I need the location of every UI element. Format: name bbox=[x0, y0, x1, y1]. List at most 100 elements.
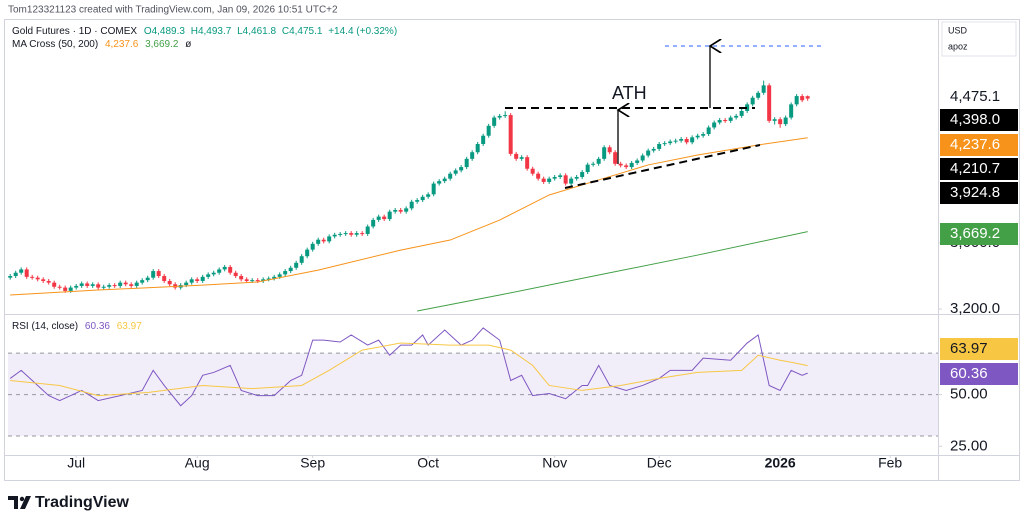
candle-body bbox=[728, 117, 733, 121]
candle-body bbox=[272, 276, 277, 279]
candle-body bbox=[228, 266, 233, 273]
level-tag: 3,924.8 bbox=[950, 184, 1000, 201]
candle-body bbox=[756, 92, 761, 98]
candle-body bbox=[74, 285, 79, 288]
rsi-value: 60.36 bbox=[85, 321, 110, 332]
symbol-title: Gold Futures · 1D · COMEX bbox=[12, 26, 137, 37]
tag-bg bbox=[940, 109, 1018, 131]
candle-body bbox=[503, 115, 508, 117]
candle-body bbox=[151, 271, 156, 278]
candle-body bbox=[217, 269, 222, 273]
candle-body bbox=[277, 274, 282, 277]
candle-body bbox=[90, 284, 95, 286]
candle-body bbox=[101, 286, 106, 288]
candle-body bbox=[112, 285, 117, 287]
candle-body bbox=[745, 104, 750, 111]
candle-body bbox=[701, 134, 706, 136]
rsi-legend: RSI (14, close) 60.36 63.97 bbox=[12, 321, 142, 332]
brand-logo[interactable]: TradingView bbox=[8, 494, 130, 511]
plot-layer bbox=[8, 80, 938, 437]
candle-body bbox=[668, 141, 673, 144]
candle-body bbox=[431, 183, 436, 195]
candle-body bbox=[552, 176, 557, 179]
x-tick-label: Oct bbox=[417, 455, 439, 471]
pane bbox=[8, 80, 810, 312]
x-tick-label: Dec bbox=[647, 455, 672, 471]
unit[interactable]: apoz bbox=[948, 41, 968, 51]
candle-body bbox=[8, 276, 13, 278]
candle-body bbox=[239, 276, 244, 280]
candle-body bbox=[695, 135, 700, 138]
candle-body bbox=[624, 165, 629, 168]
y-tick-label: 3,200.0 bbox=[950, 300, 1000, 317]
candle-body bbox=[519, 157, 524, 159]
candle-body bbox=[79, 283, 84, 286]
candle-body bbox=[343, 233, 348, 235]
candle-body bbox=[772, 119, 777, 121]
pane bbox=[8, 327, 938, 437]
candle-body bbox=[629, 162, 634, 168]
candle-body bbox=[508, 115, 513, 154]
candle-body bbox=[156, 271, 161, 277]
candle-body bbox=[283, 271, 288, 275]
brand-name[interactable]: TradingView bbox=[35, 494, 130, 511]
candle-body bbox=[497, 115, 502, 118]
candle-body bbox=[563, 175, 568, 184]
candle-body bbox=[349, 233, 354, 235]
x-tick-label: Jul bbox=[67, 455, 85, 471]
candle-body bbox=[134, 282, 139, 286]
candle-body bbox=[712, 122, 717, 128]
scale-box[interactable] bbox=[941, 21, 1017, 57]
candle-body bbox=[651, 148, 656, 151]
rsi-tag: 60.36 bbox=[950, 365, 988, 382]
candle-body bbox=[85, 283, 90, 286]
rsi-ma-tag: 63.97 bbox=[950, 340, 988, 357]
candle-body bbox=[41, 279, 46, 281]
candle-body bbox=[195, 279, 200, 281]
candle-body bbox=[57, 286, 62, 288]
candle-body bbox=[35, 277, 40, 280]
price-tags-lower: 3,669.2 63.97 60.36 bbox=[940, 223, 1018, 385]
ohlc-close: C4,475.1 bbox=[282, 26, 323, 37]
candle-body bbox=[398, 209, 403, 212]
candle-body bbox=[250, 280, 255, 282]
ohlc-low: L4,461.8 bbox=[237, 26, 276, 37]
candle-body bbox=[635, 160, 640, 163]
candle-body bbox=[426, 194, 431, 197]
candle-body bbox=[486, 125, 491, 136]
tag-bg bbox=[940, 134, 1018, 156]
candle-body bbox=[574, 176, 579, 179]
candle-body bbox=[789, 104, 794, 118]
candle-body bbox=[492, 117, 497, 126]
symbol-legend: Gold Futures · 1D · COMEX O4,489.3 H4,49… bbox=[12, 26, 397, 37]
x-tick-label: Feb bbox=[878, 455, 902, 471]
candle-body bbox=[761, 85, 766, 93]
candle-body bbox=[448, 173, 453, 179]
candle-body bbox=[547, 178, 552, 182]
ma200-tag: 3,669.2 bbox=[950, 225, 1000, 242]
drawings: ATH bbox=[505, 46, 822, 189]
x-tick-label: Aug bbox=[185, 455, 210, 471]
indicator-title: MA Cross (50, 200) bbox=[12, 39, 98, 50]
tag-bg bbox=[940, 363, 1018, 385]
x-tick-label: Sep bbox=[300, 455, 325, 471]
candle-body bbox=[673, 140, 678, 142]
candle-body bbox=[68, 287, 73, 291]
candle-body bbox=[602, 147, 607, 159]
candle-body bbox=[118, 282, 123, 286]
x-tick-label: Nov bbox=[542, 455, 567, 471]
candle-body bbox=[618, 163, 623, 166]
currency[interactable]: USD bbox=[948, 25, 968, 35]
price-tags: 4,475.1 4,398.0 4,237.6 4,210.7 3,924.8 bbox=[940, 87, 1018, 204]
rsi-title: RSI (14, close) bbox=[12, 321, 78, 332]
candle-body bbox=[475, 143, 480, 153]
candle-body bbox=[255, 280, 260, 282]
candle-body bbox=[767, 85, 772, 121]
series-line bbox=[417, 231, 808, 312]
credit: Tom123321123 created with TradingView.co… bbox=[8, 5, 338, 16]
candle-body bbox=[140, 280, 145, 283]
candle-body bbox=[184, 282, 189, 286]
candle-body bbox=[690, 137, 695, 143]
candle-body bbox=[607, 147, 612, 153]
x-tick-label: 2026 bbox=[765, 455, 796, 471]
